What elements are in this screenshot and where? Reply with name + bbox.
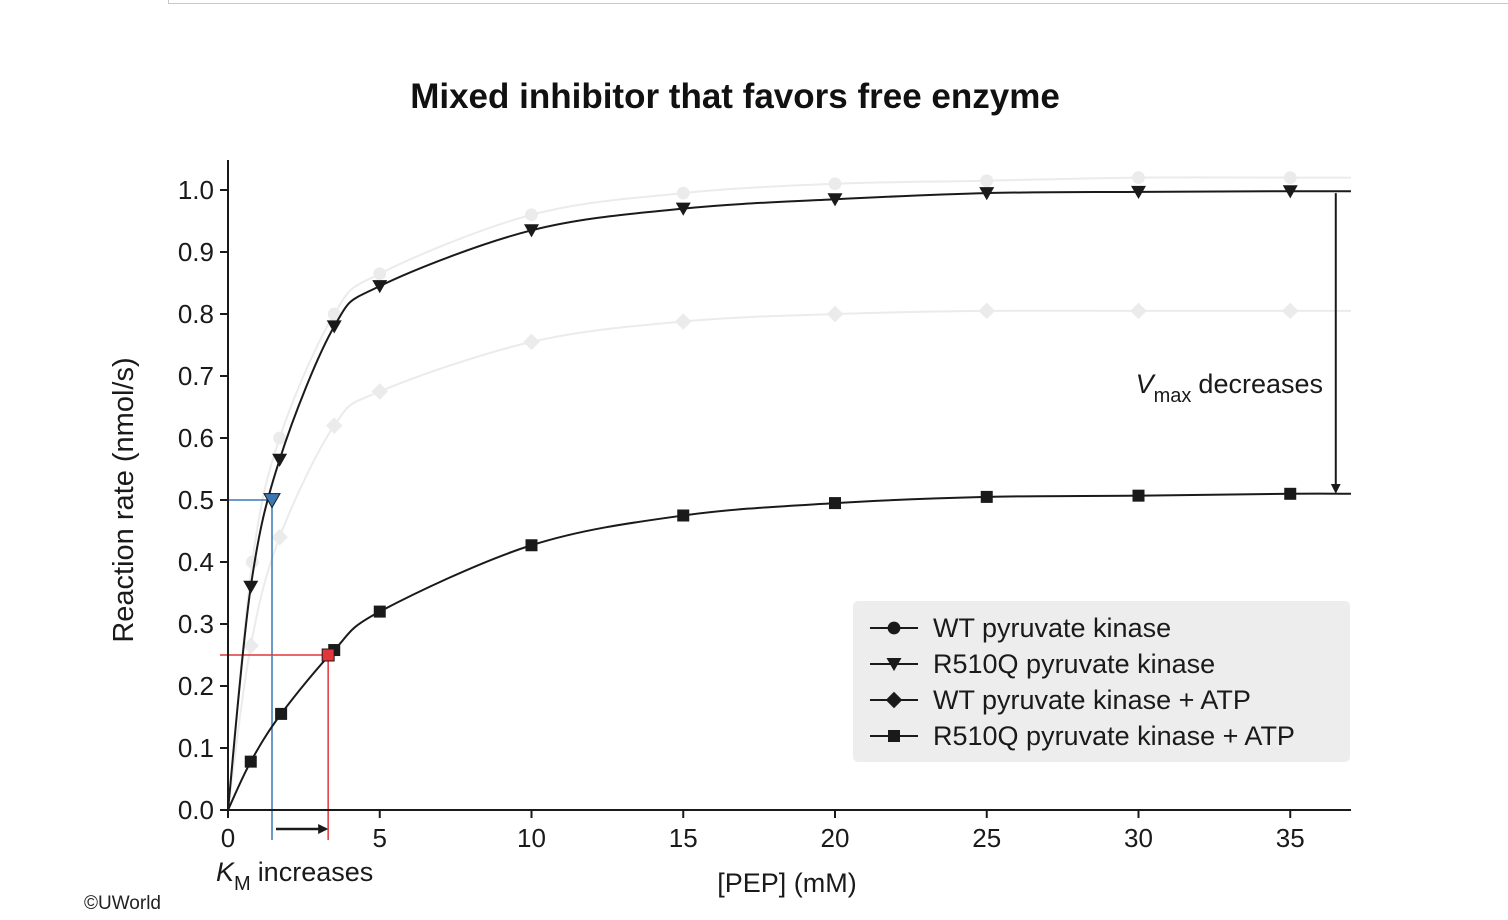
km-text: increases (258, 857, 374, 887)
legend-item: R510Q pyruvate kinase (870, 649, 1215, 679)
data-point (980, 490, 993, 503)
km-atp-marker (321, 648, 335, 662)
km-subscript: M (234, 873, 251, 895)
y-tick-label: 0.6 (178, 423, 214, 453)
legend-marker (888, 730, 900, 742)
data-point (243, 580, 259, 594)
axes: 0.0 0.1 0.2 0.3 0.4 0.5 0.6 0.7 0.8 0.9 1.0 0 5 10 15 2… (178, 160, 1351, 853)
x-tick-label: 5 (373, 823, 387, 853)
data-point (675, 313, 692, 330)
y-tick-label: 0.2 (178, 671, 214, 701)
faded-series-layer (227, 171, 1351, 811)
vmax-subscript: max (1154, 385, 1192, 407)
x-axis-label: [PEP] (mM) (717, 868, 857, 898)
legend-marker (885, 691, 903, 709)
x-tick-label: 25 (972, 823, 1001, 853)
data-point (325, 417, 343, 434)
data-point (829, 497, 841, 510)
data-point (978, 302, 995, 320)
top-rule (168, 0, 1508, 4)
data-point (326, 320, 342, 334)
series-layer (227, 185, 1351, 811)
data-point (1131, 185, 1146, 199)
series-r510q-pyruvate-kinase-atp (227, 487, 1351, 811)
legend-label: WT pyruvate kinase (933, 613, 1171, 643)
series-wt-pyruvate-kinase (227, 171, 1351, 811)
data-point (1282, 185, 1298, 199)
x-tick-label: 30 (1124, 823, 1153, 853)
data-point (524, 224, 539, 238)
legend-marker (886, 658, 902, 672)
data-point (677, 509, 690, 522)
series-wt-pyruvate-kinase-atp (227, 302, 1351, 811)
vmax-label: Vmax decreases (1136, 369, 1323, 407)
legend-box (853, 601, 1350, 762)
y-tick-label: 0.5 (178, 485, 214, 515)
y-axis-label: Reaction rate (nmol/s) (108, 357, 140, 642)
data-point (271, 528, 288, 546)
data-point (1132, 171, 1145, 184)
data-point (244, 755, 257, 768)
legend-item: R510Q pyruvate kinase + ATP (870, 721, 1295, 751)
y-tick-label: 0.1 (178, 733, 214, 763)
data-point (373, 267, 387, 281)
data-point (980, 174, 994, 188)
chart-title: Mixed inhibitor that favors free enzyme (410, 77, 1060, 116)
data-point (327, 307, 341, 321)
y-tick-label: 0.8 (178, 299, 214, 329)
data-point (373, 605, 386, 618)
x-tick-label: 35 (1276, 823, 1305, 853)
legend-label: R510Q pyruvate kinase (933, 649, 1215, 679)
data-point (525, 539, 538, 552)
y-tick-label: 0.9 (178, 237, 214, 267)
y-tick-label: 0.3 (178, 609, 214, 639)
data-point (371, 383, 388, 400)
data-point (675, 202, 691, 216)
annotations-layer (263, 193, 1341, 834)
x-tick-label: 20 (821, 823, 850, 853)
data-point (1130, 302, 1147, 320)
data-point (979, 187, 995, 201)
data-point (245, 555, 259, 569)
y-tick-label: 1.0 (178, 175, 214, 205)
data-point (372, 280, 388, 294)
data-point (676, 186, 690, 200)
vmax-symbol: V (1136, 369, 1157, 399)
data-point (523, 333, 540, 351)
data-point (1132, 489, 1145, 502)
data-point (828, 177, 842, 191)
data-point (242, 637, 260, 654)
y-tick-label: 0.7 (178, 361, 214, 391)
legend-item: WT pyruvate kinase + ATP (870, 685, 1251, 715)
data-point (827, 193, 843, 207)
copyright-label: ©UWorld (84, 893, 161, 914)
data-point (826, 305, 844, 323)
y-tick-label: 0.0 (178, 795, 214, 825)
x-tick-label: 10 (517, 823, 546, 853)
data-point (275, 707, 288, 720)
km-label: KM increases (216, 857, 373, 895)
data-point (1282, 302, 1299, 320)
legend-item: WT pyruvate kinase (870, 613, 1171, 643)
y-tick-label: 0.4 (178, 547, 214, 577)
x-tick-label: 0 (221, 823, 235, 853)
data-point (272, 453, 288, 467)
data-point (273, 431, 286, 445)
legend-label: WT pyruvate kinase + ATP (933, 685, 1251, 715)
km-symbol: K (216, 857, 235, 887)
legend-label: R510Q pyruvate kinase + ATP (933, 721, 1295, 751)
legend: WT pyruvate kinase R510Q pyruvate kinase W… (853, 601, 1350, 762)
x-tick-label: 15 (669, 823, 698, 853)
data-point (1284, 487, 1297, 500)
legend-marker (887, 621, 901, 635)
vmax-text: decreases (1198, 369, 1323, 399)
data-point (525, 208, 538, 222)
data-point (1283, 171, 1297, 184)
km-wt-marker (263, 493, 281, 509)
